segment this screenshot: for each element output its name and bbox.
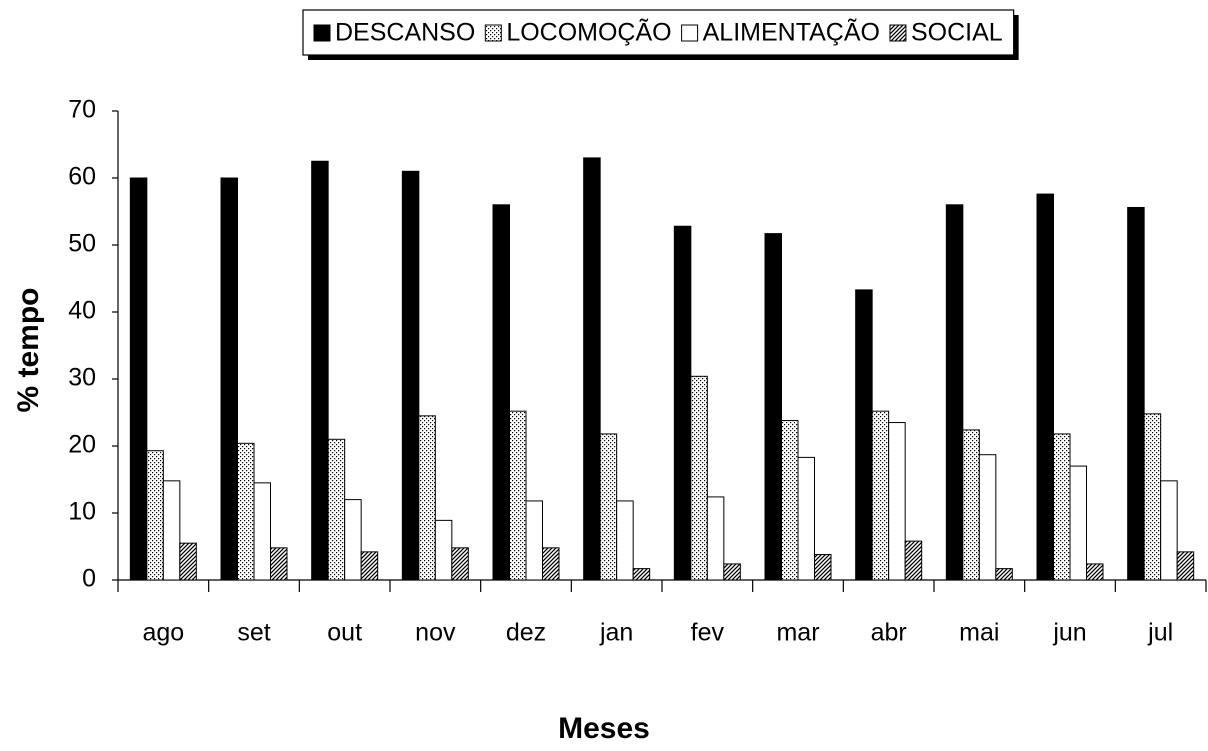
legend-label: ALIMENTAÇÃO [703, 18, 880, 47]
bar [311, 160, 329, 581]
bar [146, 450, 164, 581]
x-tick-label: jun [1052, 619, 1086, 647]
x-tick-label: nov [415, 619, 456, 647]
bar [904, 540, 923, 581]
bar [401, 170, 420, 581]
x-tick-label: jan [599, 619, 633, 647]
bar [434, 519, 453, 581]
bar [855, 289, 873, 581]
bar [995, 568, 1013, 581]
y-tick-label: 70 [68, 96, 96, 124]
legend-swatch [484, 24, 502, 42]
bar [673, 225, 692, 581]
bar [1053, 433, 1071, 581]
x-tick-label: mar [776, 619, 819, 647]
x-tick-label: mai [959, 619, 999, 647]
bar [129, 177, 148, 581]
bar [1143, 413, 1162, 581]
bar [599, 433, 618, 581]
bar [723, 563, 741, 581]
x-tick-label: abr [871, 619, 907, 647]
bar [220, 177, 238, 581]
bar [179, 542, 197, 581]
bar [814, 554, 832, 581]
bar [781, 420, 799, 581]
bar [1086, 563, 1104, 581]
bar [1176, 551, 1195, 581]
bar [978, 454, 997, 581]
bar [583, 157, 601, 581]
x-tick-label: out [327, 619, 362, 647]
bar [1160, 480, 1178, 581]
bar [492, 204, 510, 581]
x-tick-label: dez [506, 619, 546, 647]
legend-label: LOCOMOÇÃO [506, 18, 671, 47]
bar [327, 438, 346, 581]
bar [632, 568, 651, 581]
x-tick-label: jul [1147, 619, 1173, 647]
y-tick-label: 20 [68, 431, 96, 459]
bar [1069, 465, 1087, 581]
bar [237, 442, 255, 581]
y-tick-label: 40 [68, 297, 96, 325]
y-axis-label: % tempo [12, 287, 45, 412]
bar [706, 496, 725, 581]
bar [616, 500, 634, 581]
legend-label: SOCIAL [911, 19, 1003, 47]
y-tick-label: 10 [68, 498, 96, 526]
legend-swatch [313, 24, 331, 42]
bar [418, 415, 436, 581]
bar [253, 482, 271, 581]
x-tick-label: ago [142, 619, 184, 647]
x-tick-label: fev [691, 619, 725, 647]
y-tick-label: 50 [68, 230, 96, 258]
legend-swatch [681, 24, 699, 42]
bar [945, 204, 964, 581]
bar [270, 547, 288, 581]
bar [871, 410, 890, 581]
legend-swatch [889, 24, 907, 42]
bar [962, 429, 980, 581]
bar [690, 375, 708, 581]
x-tick-label: set [237, 619, 270, 647]
bar [888, 422, 906, 581]
bar [360, 551, 379, 581]
bar [509, 410, 527, 581]
bar [1036, 193, 1054, 581]
bar [797, 456, 815, 581]
y-tick-label: 30 [68, 364, 96, 392]
bar [162, 480, 181, 581]
bar [542, 547, 560, 581]
x-axis-label: Meses [558, 712, 650, 745]
bar [764, 233, 782, 581]
legend-label: DESCANSO [335, 19, 475, 47]
y-tick-label: 60 [68, 163, 96, 191]
y-tick-label: 0 [82, 565, 96, 593]
legend: DESCANSO LOCOMOÇÃO ALIMENTAÇÃO SOCIAL [302, 9, 1019, 60]
bar [451, 547, 469, 581]
bar [525, 500, 543, 581]
bar [344, 499, 362, 581]
bar [1127, 206, 1145, 581]
